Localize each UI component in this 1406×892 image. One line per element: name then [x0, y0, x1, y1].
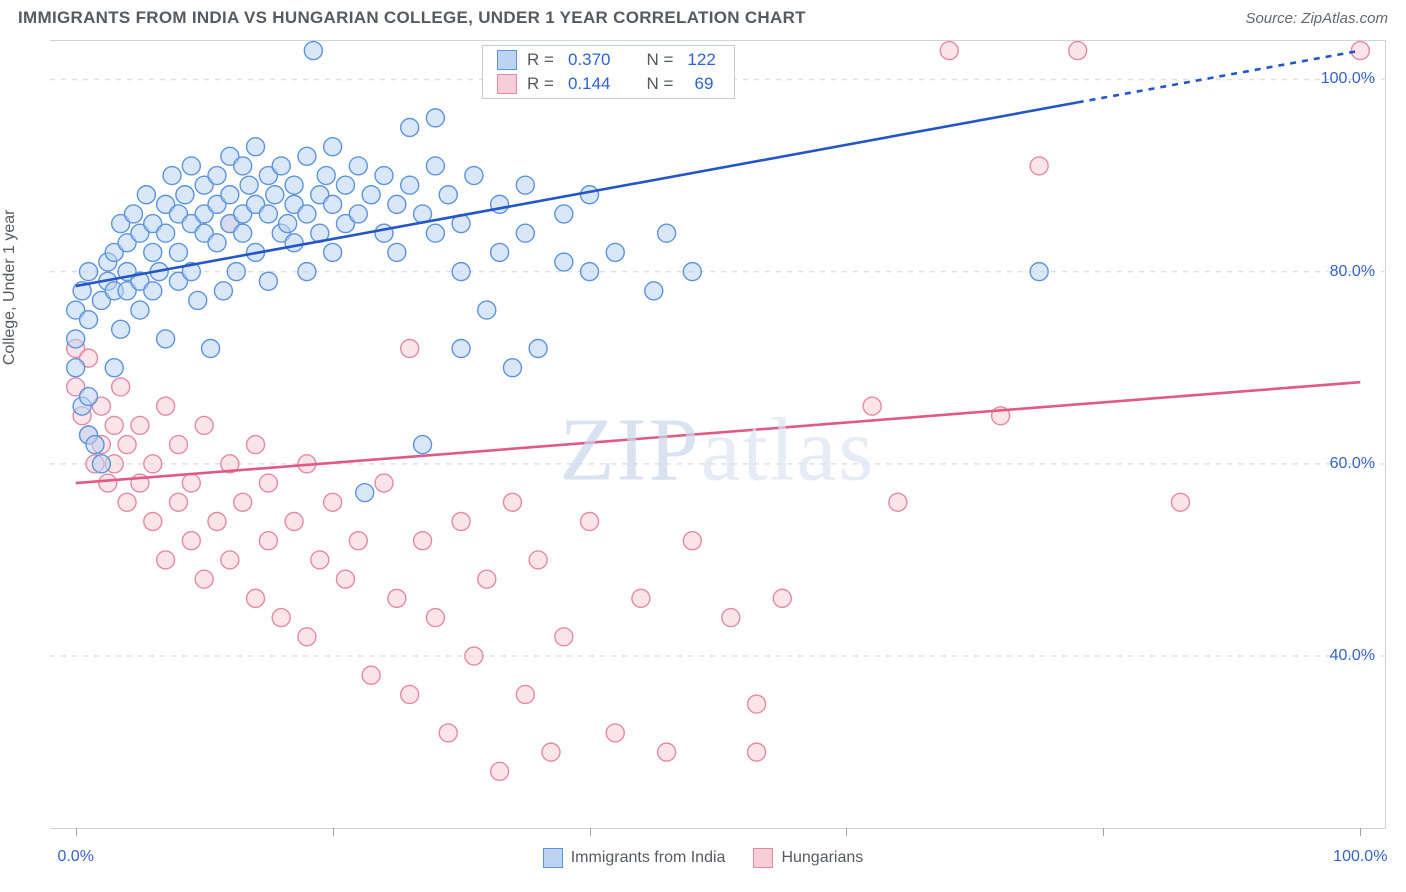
legend-r-value: 0.370	[564, 50, 615, 70]
scatter-chart-svg	[50, 41, 1385, 828]
y-axis-label: College, Under 1 year	[1, 210, 19, 366]
x-tick	[846, 828, 847, 836]
legend-n-value: 122	[683, 50, 719, 70]
legend-n-label: N =	[646, 74, 673, 94]
legend-row: R = 0.144 N = 69	[483, 72, 734, 96]
x-tick	[76, 828, 77, 836]
chart-title: IMMIGRANTS FROM INDIA VS HUNGARIAN COLLE…	[18, 8, 806, 28]
legend-swatch	[497, 74, 517, 94]
legend-r-value: 0.144	[564, 74, 615, 94]
legend-row: R = 0.370 N = 122	[483, 48, 734, 72]
legend-swatch	[753, 848, 773, 868]
series-legend-item: Immigrants from India	[543, 848, 726, 868]
legend-n-label: N =	[646, 50, 673, 70]
x-tick	[1360, 828, 1361, 836]
x-axis-line	[50, 828, 1386, 829]
correlation-legend: R = 0.370 N = 122 R = 0.144 N = 69	[482, 45, 735, 99]
series-legend-label: Immigrants from India	[571, 849, 726, 867]
x-tick	[333, 828, 334, 836]
legend-r-label: R =	[527, 50, 554, 70]
y-tick-label: 100.0%	[1321, 70, 1375, 88]
legend-swatch	[497, 50, 517, 70]
x-tick	[590, 828, 591, 836]
series-legend: Immigrants from India Hungarians	[0, 848, 1406, 873]
y-tick-label: 80.0%	[1330, 263, 1375, 281]
legend-n-value: 69	[683, 74, 717, 94]
source-attribution: Source: ZipAtlas.com	[1245, 10, 1388, 27]
plot-area: ZIPatlas 40.0%60.0%80.0%100.0% R =0.370N…	[50, 40, 1386, 828]
series-legend-item: Hungarians	[753, 848, 863, 868]
y-tick-label: 40.0%	[1330, 647, 1375, 665]
y-tick-label: 60.0%	[1330, 455, 1375, 473]
legend-r-label: R =	[527, 74, 554, 94]
legend-swatch	[543, 848, 563, 868]
x-tick	[1103, 828, 1104, 836]
series-legend-label: Hungarians	[781, 849, 863, 867]
